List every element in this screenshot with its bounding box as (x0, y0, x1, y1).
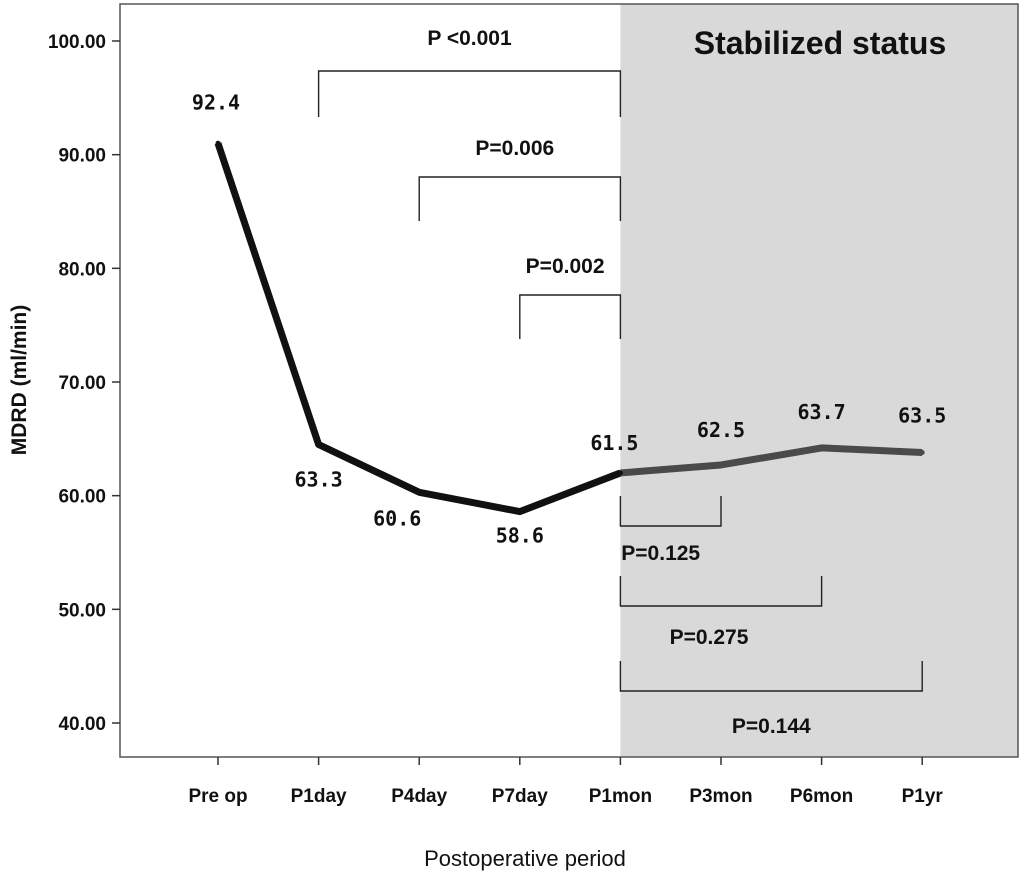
data-point (919, 449, 925, 455)
data-label: 58.6 (496, 524, 544, 548)
x-tick-label: P7day (492, 786, 548, 807)
x-axis-title: Postoperative period (424, 846, 626, 871)
y-axis-title: MDRD (ml/min) (8, 305, 31, 456)
p-value-label: P=0.125 (621, 542, 700, 565)
data-line (214, 140, 925, 516)
comparison-bracket (619, 661, 923, 692)
y-tick-label: 40.00 (58, 714, 106, 735)
comparison-bracket (418, 176, 622, 221)
comparison-bracket (619, 576, 823, 607)
data-point (416, 489, 422, 495)
y-tick-label: 100.00 (48, 32, 106, 53)
stabilized-region-layer (620, 4, 1018, 757)
x-tick-label: P1mon (589, 786, 652, 807)
data-label: 61.5 (590, 431, 638, 455)
data-label: 92.4 (192, 90, 240, 114)
y-tick-label: 90.00 (58, 146, 106, 167)
comparison-bracket (519, 294, 622, 339)
stabilized-region (620, 4, 1018, 757)
data-labels: 92.4 63.3 60.6 58.6 61.5 62.5 63.7 63.5 (192, 90, 946, 547)
series-line-stable (620, 444, 923, 477)
y-tick-label: 50.00 (58, 600, 106, 621)
x-tick-label: P1yr (902, 786, 944, 807)
p-value-label: P <0.001 (427, 27, 512, 50)
x-tick-label: P6mon (790, 786, 853, 807)
region-label: Stabilized status (694, 25, 947, 61)
data-label: 60.6 (373, 506, 421, 530)
x-tick-label: P1day (291, 786, 347, 807)
p-value-label: P=0.144 (732, 715, 811, 738)
comparison-brackets: P <0.001 P=0.006 P=0.002 P=0.125 P=0.275 P=0.… (317, 27, 923, 738)
p-value-label: P=0.002 (526, 255, 605, 278)
comparison-bracket (619, 496, 722, 527)
data-label: 62.5 (697, 418, 745, 442)
y-tick-label: 80.00 (58, 259, 106, 280)
data-point (215, 140, 221, 146)
data-label: 63.5 (898, 403, 946, 427)
comparison-bracket (317, 70, 622, 117)
data-label: 63.7 (798, 400, 846, 424)
data-point (617, 470, 623, 476)
x-tick-label: Pre op (188, 786, 247, 807)
data-point (819, 445, 825, 451)
y-axis: 40.00 50.00 60.00 70.00 80.00 90.00 100.00 (48, 32, 120, 735)
x-tick-label: P4day (391, 786, 447, 807)
plot-frame (119, 3, 1019, 758)
x-axis: Pre op P1day P4day P7day P1mon P3mon P6mon P1yr (188, 757, 943, 807)
data-point (517, 509, 523, 515)
data-point (316, 442, 322, 448)
y-tick-label: 60.00 (58, 487, 106, 508)
data-label: 63.3 (295, 468, 343, 492)
p-value-label: P=0.275 (670, 626, 749, 649)
data-point (718, 462, 724, 468)
p-value-label: P=0.006 (475, 137, 554, 160)
x-tick-label: P3mon (689, 786, 752, 807)
y-tick-label: 70.00 (58, 373, 106, 394)
